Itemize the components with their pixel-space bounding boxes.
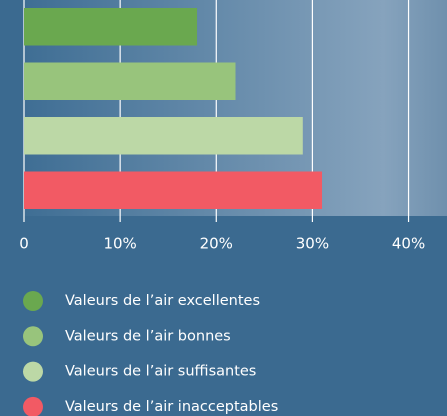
x-tick-label: 20% <box>200 235 233 253</box>
bar <box>24 62 236 100</box>
legend-swatch <box>23 361 43 382</box>
x-tick-label: 10% <box>103 235 136 253</box>
bar <box>24 117 303 155</box>
legend-label: Valeurs de l’air suffisantes <box>65 364 256 380</box>
legend-swatch <box>23 396 43 416</box>
x-tick-label: 30% <box>296 235 329 253</box>
legend-swatch <box>23 291 43 311</box>
legend-label: Valeurs de l’air excellentes <box>65 293 260 309</box>
legend-label: Valeurs de l’air inacceptables <box>65 399 278 415</box>
bar <box>24 8 198 46</box>
legend-swatch <box>23 326 43 347</box>
x-tick-label: 40% <box>392 235 425 253</box>
legend-label: Valeurs de l’air bonnes <box>65 328 231 344</box>
bar <box>24 171 323 209</box>
x-tick-label: 0 <box>19 235 29 253</box>
